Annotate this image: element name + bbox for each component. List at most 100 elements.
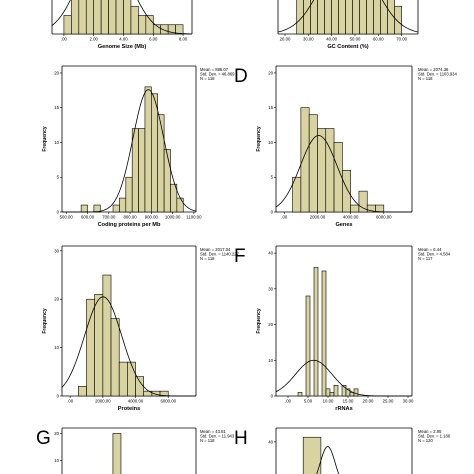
histogram-bar <box>303 0 311 35</box>
x-tick-label: 10.00 <box>323 399 334 404</box>
histogram-bar <box>80 204 88 213</box>
x-tick-label: 25.00 <box>383 399 394 404</box>
histogram-bar <box>333 384 339 397</box>
histogram-bar <box>135 376 145 397</box>
histogram-bar <box>130 5 139 35</box>
histogram-bar <box>325 388 331 397</box>
histogram-bar <box>100 0 109 35</box>
histogram-bar <box>112 204 120 213</box>
histogram-bar <box>297 392 303 397</box>
normal-curve <box>277 0 419 33</box>
normal-curve <box>62 89 197 213</box>
x-tick-label: .00 <box>61 37 68 42</box>
stats-line: N = 118 <box>418 76 433 81</box>
x-axis-title: rRNAs <box>335 406 352 412</box>
y-tick-label: 0 <box>271 210 274 215</box>
y-tick-label: 30 <box>268 286 273 291</box>
histogram-bar <box>86 298 95 397</box>
stats-line: Mean = 2.95 <box>418 429 442 434</box>
panel-letter: G <box>36 428 51 449</box>
histogram-bar <box>102 274 112 397</box>
chart-genes: .00 2000.00 4000.00 6000.00 0 5 10 15 20 Genes Fre… <box>234 65 458 228</box>
histogram-bar <box>325 128 335 213</box>
histogram-bar <box>144 86 152 213</box>
x-tick-label: 4000.00 <box>128 399 144 404</box>
y-tick-label: 20 <box>268 70 273 75</box>
y-axis-title: Frequency <box>256 126 262 152</box>
x-tick-label: 30.00 <box>403 399 414 404</box>
histogram-bar <box>78 386 87 397</box>
x-tick-label: 20.00 <box>280 37 291 42</box>
y-tick-label: 30 <box>54 248 59 253</box>
histogram-bar <box>71 0 80 35</box>
y-tick-label: 10 <box>268 358 273 363</box>
y-axis-title: Frequency <box>42 308 48 334</box>
histogram-bar <box>93 204 101 213</box>
x-tick-label: 6000.00 <box>376 215 392 220</box>
x-axis-title: Genome Size (Mb) <box>98 44 147 50</box>
x-tick-label: 5.00 <box>304 399 313 404</box>
stats-line: Std. Dev. = 4.584 <box>418 252 451 257</box>
panel-letter: D <box>234 66 248 87</box>
y-tick-label: 20 <box>54 431 59 436</box>
histogram-bar <box>302 436 322 474</box>
y-tick-label: 10 <box>54 458 59 463</box>
y-tick-label: 40 <box>268 251 273 256</box>
x-tick-label: 40.00 <box>326 37 337 42</box>
x-tick-label: 500.00 <box>60 215 74 220</box>
histogram-bar <box>342 169 351 213</box>
stats-line: N = 118 <box>200 76 215 81</box>
y-tick-label: 5 <box>271 175 274 180</box>
y-tick-label: 15 <box>268 105 273 110</box>
histogram-bar <box>345 0 353 35</box>
normal-curve <box>61 296 196 397</box>
x-tick-label: 600.00 <box>81 215 95 220</box>
y-tick-label: 40 <box>268 439 273 444</box>
histogram-bar <box>321 270 327 397</box>
stats-line: Std. Dev. = 1.186 <box>418 434 451 439</box>
histogram-bar <box>63 15 72 35</box>
histogram-bar <box>176 197 184 213</box>
x-tick-label: 800.00 <box>123 215 137 220</box>
y-axis-title: Frequency <box>42 126 48 152</box>
histogram-bar <box>352 0 360 35</box>
chart-rrnas: .00 5.00 10.00 15.00 20.00 25.00 30.00 0 10 20 30 4… <box>234 245 451 412</box>
x-tick-label: 700.00 <box>102 215 116 220</box>
histogram-bar <box>127 361 136 397</box>
histogram-bar <box>157 114 165 213</box>
histogram-bar <box>93 0 102 35</box>
x-tick-label: 6.00 <box>149 37 158 42</box>
panel-letter: H <box>234 428 248 449</box>
histogram-bar <box>329 392 335 397</box>
histogram-bar <box>131 128 139 213</box>
histogram-bar <box>324 0 332 35</box>
histogram-bar <box>331 0 339 35</box>
normal-curve <box>316 446 340 474</box>
histogram-bar <box>145 15 154 35</box>
x-tick-label: .00 <box>281 215 288 220</box>
y-tick-label: 0 <box>271 394 274 399</box>
x-tick-label: 2.00 <box>90 37 99 42</box>
normal-curve <box>51 0 193 35</box>
x-tick-label: 1100.00 <box>186 215 202 220</box>
histogram-bar <box>110 318 120 397</box>
stats-line: Mean = 2017.04 <box>200 247 231 252</box>
histogram-bar <box>175 24 184 35</box>
histogram-bar <box>159 390 169 397</box>
x-tick-label: 70.00 <box>396 37 407 42</box>
chart-genome-size: .00 2.00 4.00 6.00 8.00 Genome Size (Mb) <box>51 0 193 50</box>
x-tick-label: 900.00 <box>145 215 159 220</box>
x-tick-label: 4.00 <box>119 37 128 42</box>
x-tick-label: 2000.00 <box>95 399 111 404</box>
stats-line: N = 117 <box>418 256 433 261</box>
x-tick-label: 50.00 <box>350 37 361 42</box>
histogram-bar <box>108 0 117 35</box>
histogram-bar <box>163 149 171 213</box>
stats-line: N = 120 <box>418 438 433 443</box>
y-tick-label: 0 <box>57 210 60 215</box>
x-axis-title: Proteins <box>118 406 140 412</box>
histogram-bar <box>119 197 127 213</box>
x-tick-label: 2000.00 <box>310 215 326 220</box>
histogram-bar <box>366 0 374 35</box>
